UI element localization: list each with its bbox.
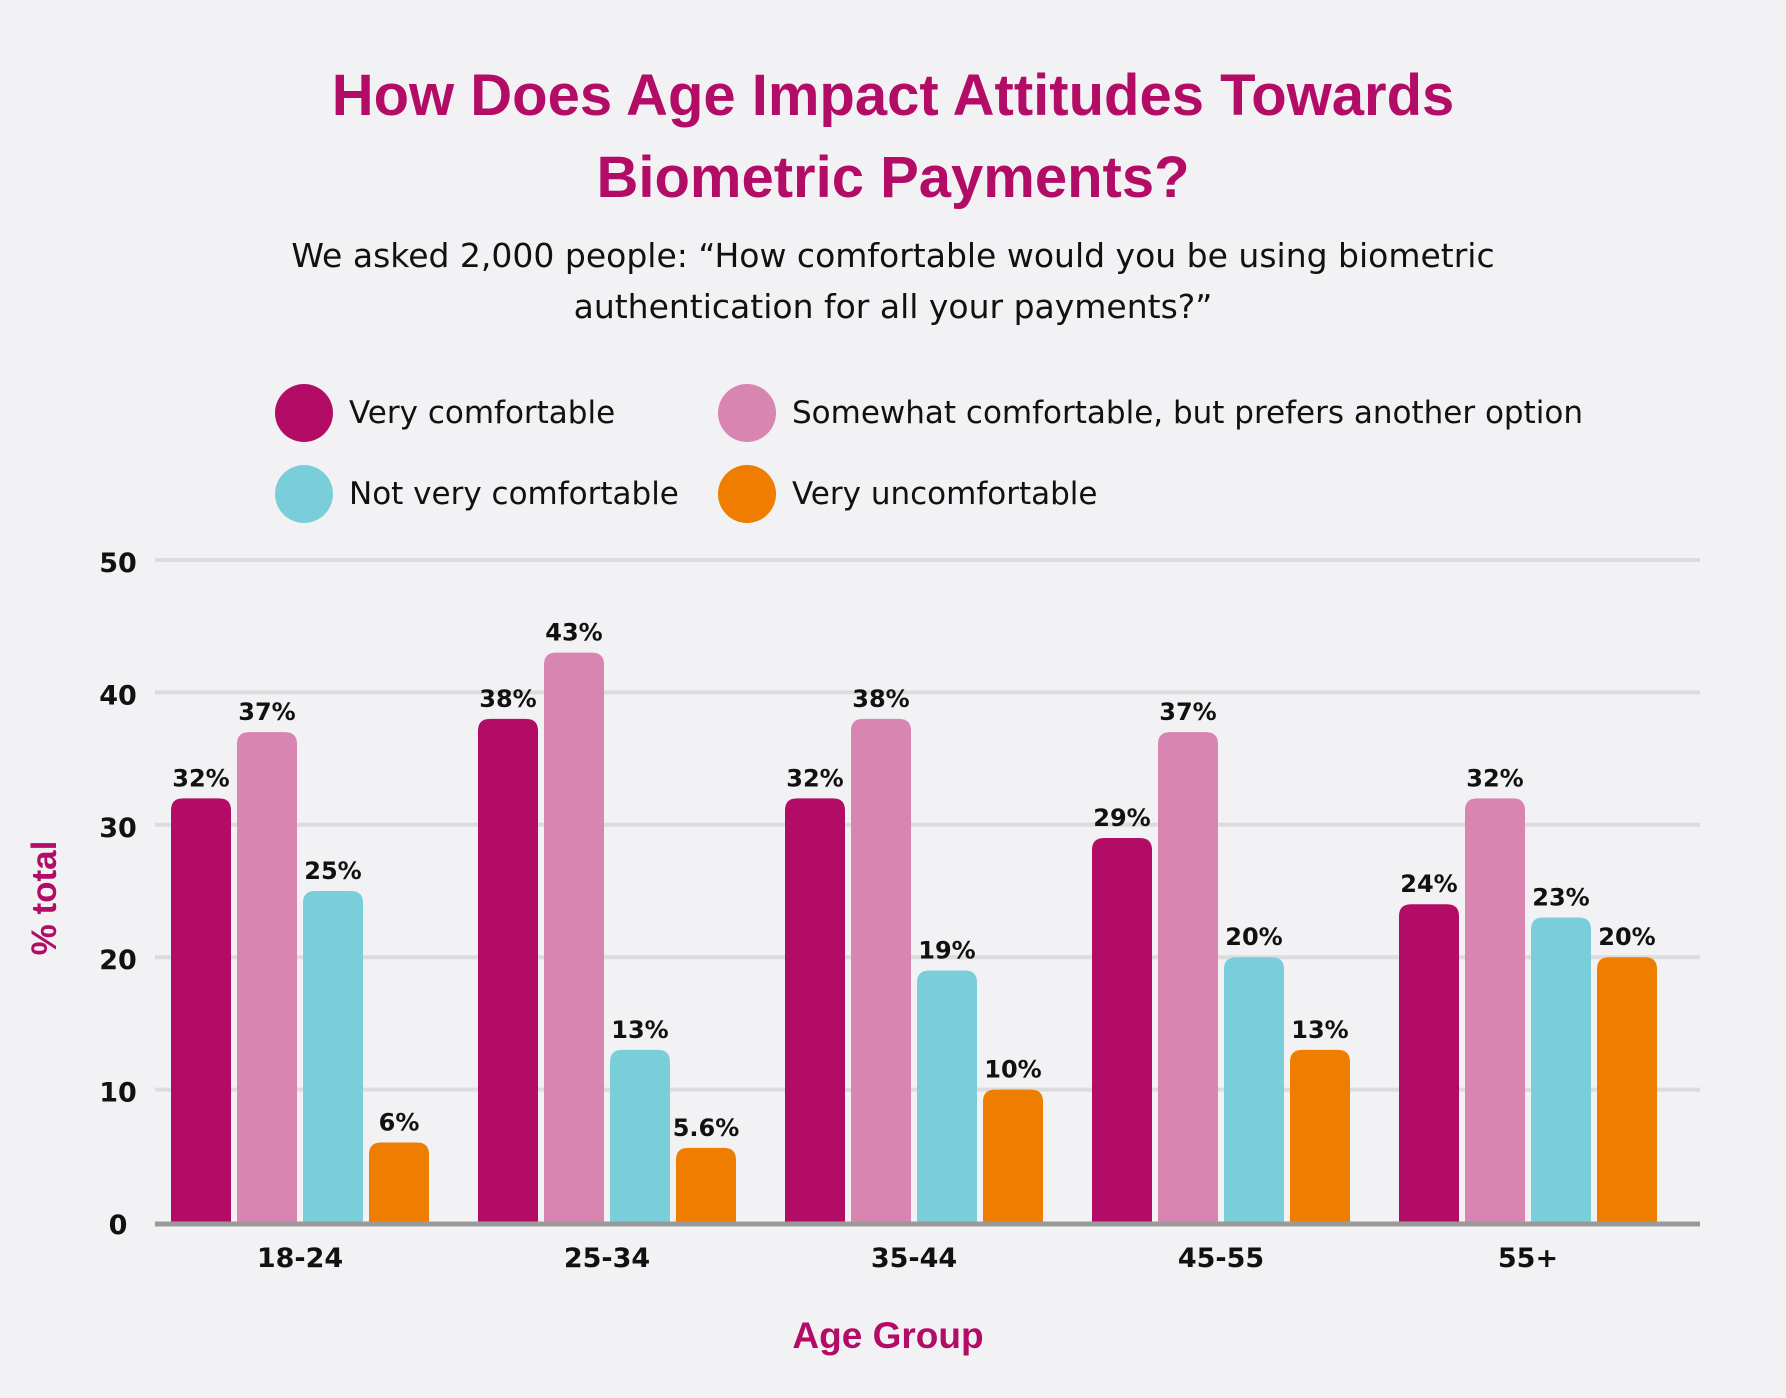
chart-title: How Does Age Impact Attitudes Towards Bi… bbox=[0, 55, 1786, 219]
data-label-18-24-1: 37% bbox=[238, 698, 295, 726]
data-label-35-44-0: 32% bbox=[786, 764, 843, 792]
y-tick-30: 30 bbox=[99, 813, 137, 844]
bar-35-44-3 bbox=[983, 1089, 1043, 1222]
bar-25-34-1 bbox=[544, 652, 604, 1222]
y-axis-ticks: 0 10 20 30 40 50 bbox=[99, 548, 137, 1241]
legend-item-very-uncomfortable: Very uncomfortable bbox=[718, 465, 1097, 523]
chart-subtitle-line-1: We asked 2,000 people: “How comfortable … bbox=[291, 236, 1495, 275]
bar-45-55-0 bbox=[1092, 838, 1152, 1222]
x-tick-18-24: 18-24 bbox=[257, 1243, 343, 1274]
bar-18-24-0 bbox=[171, 798, 231, 1222]
y-tick-50: 50 bbox=[99, 548, 137, 579]
y-tick-20: 20 bbox=[99, 945, 137, 976]
x-tick-45-55: 45-55 bbox=[1178, 1243, 1264, 1274]
legend-swatch-very-comfortable bbox=[275, 384, 333, 442]
legend-item-not-very-comfortable: Not very comfortable bbox=[275, 465, 679, 523]
x-axis-ticks: 18-24 25-34 35-44 45-55 55+ bbox=[257, 1243, 1558, 1274]
bar-25-34-0 bbox=[478, 718, 538, 1222]
chart-bars bbox=[171, 652, 1657, 1222]
bar-55+-0 bbox=[1399, 904, 1459, 1222]
data-label-55+-2: 23% bbox=[1532, 883, 1589, 911]
bar-35-44-1 bbox=[851, 718, 911, 1222]
legend-label-very-uncomfortable: Very uncomfortable bbox=[792, 476, 1098, 512]
bar-35-44-2 bbox=[917, 970, 977, 1222]
data-label-45-55-0: 29% bbox=[1093, 804, 1150, 832]
data-label-18-24-2: 25% bbox=[304, 857, 361, 885]
data-label-25-34-0: 38% bbox=[479, 685, 536, 713]
y-tick-0: 0 bbox=[109, 1210, 128, 1241]
chart-data-labels: 32% 37% 25% 6% 38% 43% 13% 5.6% 32% 38% 19% 10% 29% 3… bbox=[172, 619, 1655, 1142]
legend-label-somewhat-comfortable: Somewhat comfortable, but prefers anothe… bbox=[792, 395, 1583, 431]
data-label-18-24-3: 6% bbox=[379, 1109, 420, 1137]
data-label-25-34-2: 13% bbox=[611, 1016, 668, 1044]
bar-45-55-1 bbox=[1158, 732, 1218, 1222]
x-tick-25-34: 25-34 bbox=[564, 1243, 650, 1274]
data-label-25-34-1: 43% bbox=[545, 619, 602, 647]
legend-label-very-comfortable: Very comfortable bbox=[349, 395, 616, 431]
bar-55+-1 bbox=[1465, 798, 1525, 1222]
data-label-55+-3: 20% bbox=[1598, 923, 1655, 951]
data-label-35-44-1: 38% bbox=[852, 685, 909, 713]
data-label-18-24-0: 32% bbox=[172, 764, 229, 792]
data-label-45-55-3: 13% bbox=[1291, 1016, 1348, 1044]
legend-swatch-very-uncomfortable bbox=[718, 465, 776, 523]
bar-25-34-2 bbox=[610, 1049, 670, 1222]
chart-title-line-1: How Does Age Impact Attitudes Towards bbox=[331, 63, 1455, 128]
chart-title-line-2: Biometric Payments? bbox=[596, 145, 1190, 210]
bar-45-55-3 bbox=[1290, 1049, 1350, 1222]
bar-35-44-0 bbox=[785, 798, 845, 1222]
bar-55+-3 bbox=[1597, 957, 1657, 1222]
bar-25-34-3 bbox=[676, 1147, 736, 1222]
data-label-35-44-3: 10% bbox=[984, 1056, 1041, 1084]
x-axis-title: Age Group bbox=[792, 1315, 983, 1356]
y-axis-title: % total bbox=[25, 841, 64, 956]
legend-swatch-somewhat-comfortable bbox=[718, 384, 776, 442]
bar-18-24-1 bbox=[237, 732, 297, 1222]
bar-18-24-3 bbox=[369, 1142, 429, 1222]
data-label-45-55-2: 20% bbox=[1225, 923, 1282, 951]
chart-subtitle: We asked 2,000 people: “How comfortable … bbox=[0, 230, 1786, 332]
legend-label-not-very-comfortable: Not very comfortable bbox=[349, 476, 679, 512]
data-label-45-55-1: 37% bbox=[1159, 698, 1216, 726]
y-tick-10: 10 bbox=[99, 1078, 137, 1109]
data-label-35-44-2: 19% bbox=[918, 936, 975, 964]
data-label-55+-0: 24% bbox=[1400, 870, 1457, 898]
x-tick-35-44: 35-44 bbox=[871, 1243, 957, 1274]
bar-55+-2 bbox=[1531, 917, 1591, 1222]
data-label-25-34-3: 5.6% bbox=[673, 1114, 740, 1142]
chart-subtitle-line-2: authentication for all your payments?” bbox=[573, 287, 1213, 326]
x-tick-55+: 55+ bbox=[1498, 1243, 1558, 1274]
data-label-55+-1: 32% bbox=[1466, 764, 1523, 792]
y-tick-40: 40 bbox=[99, 680, 137, 711]
legend-item-very-comfortable: Very comfortable bbox=[275, 384, 615, 442]
legend-item-somewhat-comfortable: Somewhat comfortable, but prefers anothe… bbox=[718, 384, 1583, 442]
bar-45-55-2 bbox=[1224, 957, 1284, 1222]
bar-18-24-2 bbox=[303, 891, 363, 1222]
legend-swatch-not-very-comfortable bbox=[275, 465, 333, 523]
